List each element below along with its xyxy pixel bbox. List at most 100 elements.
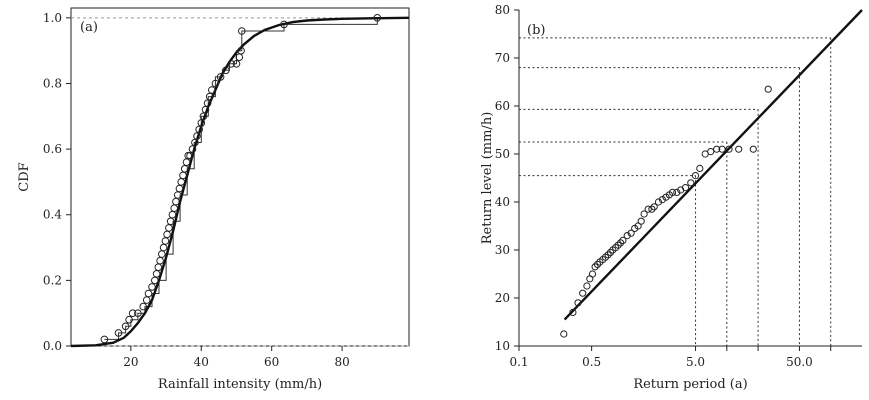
cdf-point	[121, 322, 130, 331]
cdf-observation-points	[100, 13, 382, 344]
cdf-point	[179, 171, 187, 180]
return-level-y-tick-label: 70	[495, 51, 510, 65]
return-level-y-tick-label: 60	[495, 99, 510, 113]
cdf-point	[100, 335, 109, 344]
cdf-y-tick-label: 0.0	[43, 339, 62, 353]
cdf-point	[182, 158, 191, 166]
cdf-point	[186, 151, 194, 160]
cdf-y-axis: 0.0 0.2 0.4 0.6 0.8 1.0	[43, 11, 71, 353]
return-level-point	[687, 179, 695, 187]
cdf-point	[197, 119, 206, 127]
cdf-point	[195, 125, 203, 134]
cdf-panel: 20 40 60 80 0.0 0.2 0.4 0.6 0.8 1.0 (a) Rainfall…	[17, 7, 410, 392]
return-level-y-tick-label: 50	[495, 147, 510, 161]
cdf-empirical-step	[104, 17, 378, 340]
panel-label-a: (a)	[80, 20, 98, 35]
return-level-x-axis: 0.1 0.5 5.0 50.0	[509, 346, 832, 369]
return-level-point	[604, 251, 612, 259]
return-level-point	[644, 205, 652, 213]
cdf-y-tick-label: 0.2	[43, 273, 62, 287]
return-level-point	[764, 85, 772, 93]
return-level-point	[668, 188, 677, 196]
cdf-point	[227, 60, 235, 68]
cdf-point	[237, 46, 245, 55]
cdf-point	[152, 270, 161, 278]
cdf-fitted-curve	[70, 16, 410, 348]
return-level-y-tick-label: 80	[495, 3, 510, 17]
cdf-point	[191, 138, 199, 147]
return-level-y-tick-label: 10	[495, 339, 510, 353]
cdf-plot-frame	[70, 7, 410, 347]
return-level-x-tick-label: 50.0	[786, 355, 813, 369]
return-level-x-tick-label: 0.5	[582, 355, 601, 369]
cdf-point	[203, 99, 212, 107]
return-level-point	[725, 145, 733, 153]
cdf-y-tick-label: 0.6	[43, 142, 62, 156]
cdf-point	[232, 60, 241, 68]
return-level-point	[658, 196, 667, 204]
cdf-point	[151, 276, 159, 285]
return-level-point	[637, 217, 645, 225]
return-level-point	[718, 145, 726, 153]
return-level-point	[640, 210, 648, 218]
return-level-y-axis-label: Return level (mm/h)	[480, 112, 495, 245]
return-level-y-tick-label: 20	[495, 291, 510, 305]
return-level-point	[648, 205, 656, 213]
return-level-point	[623, 232, 631, 240]
cdf-y-tick-label: 0.4	[43, 208, 62, 222]
return-level-observation-points	[560, 85, 772, 338]
cdf-x-tick-label: 40	[194, 355, 209, 369]
return-level-x-tick-label: 0.1	[509, 355, 528, 369]
return-level-point	[749, 145, 757, 153]
cdf-point	[144, 289, 153, 298]
cdf-point	[208, 86, 216, 94]
return-level-point	[593, 260, 602, 268]
return-level-point	[591, 263, 599, 271]
cdf-x-axis: 20 40 60 80	[123, 346, 350, 369]
cdf-point	[172, 197, 180, 206]
return-level-point	[579, 289, 587, 297]
cdf-point	[114, 329, 123, 337]
return-level-point	[606, 248, 615, 256]
cdf-point	[168, 210, 177, 219]
cdf-point	[222, 66, 230, 75]
return-level-y-tick-label: 30	[495, 243, 510, 257]
return-level-point	[588, 270, 597, 278]
return-level-point	[627, 229, 635, 237]
cdf-point	[148, 283, 156, 291]
cdf-point	[188, 145, 197, 153]
cdf-point	[201, 105, 210, 114]
cdf-point	[128, 309, 137, 318]
return-level-panel: 0.1 0.5 5.0 50.0 10 20 30 40 50 60 70 80 (b) Retur…	[480, 3, 863, 392]
return-level-point	[617, 239, 625, 247]
cdf-point	[193, 132, 201, 140]
return-level-y-tick-label: 40	[495, 195, 510, 209]
return-level-point	[707, 148, 715, 156]
cdf-point	[177, 178, 185, 186]
cdf-point	[156, 256, 164, 265]
cdf-point	[154, 263, 163, 272]
return-level-point	[619, 236, 627, 244]
return-level-point	[691, 172, 700, 180]
return-level-guide-lines	[519, 37, 832, 346]
cdf-y-tick-label: 0.8	[43, 76, 62, 90]
cdf-point	[139, 302, 147, 311]
cdf-x-tick-label: 60	[264, 355, 279, 369]
cdf-point	[170, 204, 178, 212]
return-level-y-axis: 10 20 30 40 50 60 70 80	[495, 3, 519, 353]
cdf-point	[134, 309, 142, 318]
cdf-point	[175, 184, 184, 193]
return-level-point	[569, 308, 577, 316]
cdf-x-tick-label: 20	[123, 355, 138, 369]
return-level-fit-line	[563, 9, 863, 321]
cdf-point	[142, 296, 151, 304]
cdf-point	[125, 315, 133, 324]
return-level-point	[696, 164, 704, 172]
cdf-point	[280, 20, 288, 29]
cdf-point	[238, 27, 246, 35]
return-level-point	[614, 241, 622, 249]
cdf-point	[205, 92, 214, 101]
cdf-point	[216, 73, 225, 81]
cdf-x-axis-label: Rainfall intensity (mm/h)	[158, 377, 322, 392]
return-level-point	[735, 145, 743, 153]
